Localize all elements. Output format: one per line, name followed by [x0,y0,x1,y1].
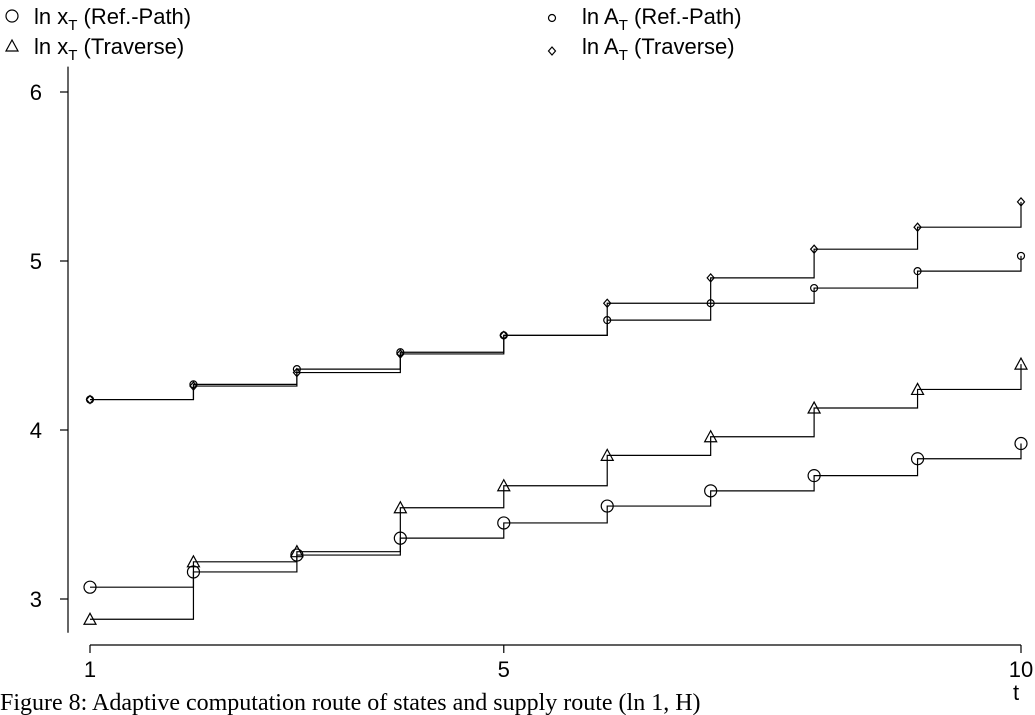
data-point [496,478,511,492]
data-point [547,13,557,23]
legend-entry: ln AT (Ref.-Path) [547,4,742,34]
legend-entry: ln xT (Traverse) [4,34,184,64]
data-point [703,429,718,443]
legend-entry: ln xT (Ref.-Path) [5,4,191,34]
legend-label: ln AT (Ref.-Path) [582,4,742,34]
data-point [600,448,615,461]
data-point [913,222,922,233]
series-2 [82,356,1029,625]
x-tick-label: 1 [84,657,96,682]
axes: 3 4 5 6 1 5 10t [30,66,1033,705]
data-point [547,46,557,56]
data-point [910,452,925,466]
legend-label: ln xT (Ref.-Path) [34,4,191,34]
data-point [85,394,95,405]
legend: ln xT (Ref.-Path)ln xT (Traverse) ln AT (… [4,4,742,64]
data-point [1016,196,1026,207]
data-point [807,469,821,483]
data-point [186,554,201,568]
data-point [1016,251,1026,261]
x-tick-label: 10 [1009,657,1033,682]
data-point [1014,436,1028,451]
legend-label: ln AT (Traverse) [582,34,735,64]
data-point [602,298,612,309]
data-point [810,283,819,293]
data-point [913,267,922,276]
y-tick-label: 4 [30,418,42,443]
data-point [910,382,925,396]
series-3 [85,251,1026,404]
data-point [807,400,822,414]
data-point [82,612,98,625]
legend-entry: ln AT (Traverse) [547,34,735,64]
data-point [292,367,302,378]
data-point [189,381,198,391]
plot-area [82,196,1029,625]
data-point [5,9,19,23]
data-point [706,272,715,283]
series-4 [85,196,1026,405]
series-step-line [90,255,1022,401]
x-tick-label: 5 [498,657,510,682]
y-tick-label: 5 [30,249,42,274]
data-point [600,499,614,513]
data-point [4,38,20,52]
y-tick-label: 3 [30,587,42,612]
data-point [809,244,819,255]
data-point [396,349,405,359]
x-axis-label: t [1013,680,1019,705]
data-point [393,500,408,514]
legend-label: ln xT (Traverse) [34,34,184,64]
series-step-line [90,201,1022,401]
series-1 [83,436,1028,594]
series-step-line [90,364,1022,620]
data-point [83,580,97,594]
series-step-line [90,443,1022,588]
data-point [499,330,509,341]
figure-caption: Figure 8: Adaptive computation route of … [0,690,701,715]
data-point [1013,356,1029,370]
data-point [289,544,304,558]
data-point [704,484,718,498]
y-tick-label: 6 [30,80,42,105]
data-point [497,516,511,530]
